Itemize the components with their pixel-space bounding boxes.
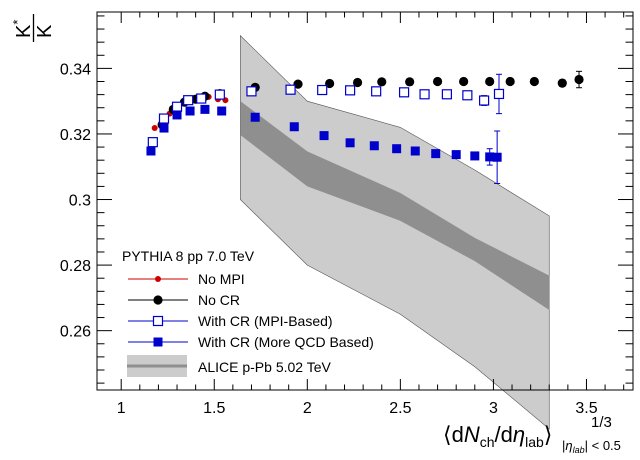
data-point [410, 146, 420, 156]
data-point [392, 144, 402, 154]
legend-marker-cr-qcd [153, 337, 163, 347]
x-tick-label: 3 [489, 400, 498, 417]
data-point [250, 112, 260, 122]
data-markers [146, 70, 584, 184]
alice-band-systematic [240, 34, 550, 430]
data-point [485, 152, 495, 162]
legend-entry-cr-qcd: With CR (More QCD Based) [128, 334, 374, 350]
data-point [151, 125, 158, 132]
legend: PYTHIA 8 pp 7.0 TeV No MPI No CR With CR… [122, 248, 374, 377]
legend-entry-cr-mpi: With CR (MPI-Based) [128, 313, 333, 329]
y-axis-title: K* K [10, 14, 56, 42]
legend-label-no-cr: No CR [198, 292, 240, 308]
x-tick-label: 3.5 [575, 400, 597, 417]
data-point [479, 95, 490, 106]
data-point [371, 86, 382, 97]
data-point [492, 152, 502, 162]
data-point [293, 79, 303, 89]
data-point [352, 77, 363, 88]
legend-entry-no-cr: No CR [128, 292, 240, 308]
data-point [462, 90, 473, 101]
data-point [171, 101, 183, 112]
data-point [485, 76, 495, 87]
data-point [217, 106, 227, 116]
y-tick-label: 0.3 [69, 193, 91, 210]
legend-title: PYTHIA 8 pp 7.0 TeV [122, 248, 255, 264]
data-point [214, 89, 225, 100]
axis-ticks: 1 1.5 2 2.5 3 3.5 0.26 0.28 0.3 0.32 0.34 [60, 12, 633, 417]
y-tick-label: 0.28 [60, 258, 91, 275]
data-point [470, 151, 480, 161]
data-point [196, 93, 207, 104]
data-point [441, 89, 452, 100]
legend-label-cr-qcd: With CR (More QCD Based) [198, 334, 374, 350]
data-point [158, 113, 170, 124]
data-point [451, 150, 461, 160]
plot-frame [96, 11, 634, 391]
data-point [419, 89, 430, 100]
series-2 [147, 73, 505, 148]
x-axis-title: ⟨dNch/dηlab⟩ 1/3 |ηlab| < 0.5 [443, 414, 621, 455]
data-point [505, 76, 515, 87]
alice-band-uncorrelated [240, 101, 550, 311]
data-point [377, 77, 387, 87]
data-point [285, 84, 296, 95]
data-point [398, 87, 410, 98]
data-point [159, 123, 169, 133]
x-tick-label: 2.5 [389, 400, 411, 417]
data-point [405, 77, 415, 87]
data-point [319, 131, 329, 141]
y-title-denominator: K [34, 24, 56, 38]
data-point [147, 137, 158, 148]
series-3 [146, 104, 502, 184]
data-point [200, 104, 210, 114]
data-point [529, 76, 539, 87]
data-point [431, 149, 441, 159]
legend-marker-no-mpi [155, 276, 161, 282]
x-title-power: 1/3 [591, 414, 612, 431]
x-title-main: ⟨dNch/dηlab⟩ [443, 422, 552, 450]
data-point [185, 106, 195, 116]
data-point [183, 95, 194, 106]
y-tick-label: 0.26 [60, 324, 91, 341]
data-point [289, 122, 299, 132]
legend-label-no-mpi: No MPI [198, 271, 245, 287]
legend-entry-alice: ALICE p-Pb 5.02 TeV [127, 355, 331, 377]
data-point [325, 78, 335, 89]
y-tick-label: 0.34 [60, 61, 91, 78]
x-tick-label: 1.5 [203, 400, 225, 417]
data-point [369, 141, 379, 151]
data-point [574, 74, 584, 85]
legend-label-alice: ALICE p-Pb 5.02 TeV [198, 359, 331, 375]
data-point [345, 138, 355, 148]
data-point [557, 78, 567, 88]
data-point [345, 85, 356, 96]
x-title-subscript: |ηlab| < 0.5 [562, 438, 621, 455]
y-title-numerator: K* [10, 20, 35, 38]
y-tick-label: 0.32 [60, 127, 91, 144]
legend-marker-cr-mpi [152, 315, 164, 327]
legend-marker-no-cr [153, 295, 163, 305]
legend-entry-no-mpi: No MPI [128, 271, 245, 287]
x-tick-label: 1 [117, 400, 126, 417]
x-tick-label: 2 [303, 400, 312, 417]
data-point [246, 86, 257, 97]
legend-label-cr-mpi: With CR (MPI-Based) [198, 313, 333, 329]
data-point [459, 76, 469, 87]
data-point [432, 76, 443, 87]
data-point [146, 146, 156, 156]
data-point [317, 84, 328, 96]
data-point [172, 110, 182, 120]
data-point [493, 88, 505, 100]
